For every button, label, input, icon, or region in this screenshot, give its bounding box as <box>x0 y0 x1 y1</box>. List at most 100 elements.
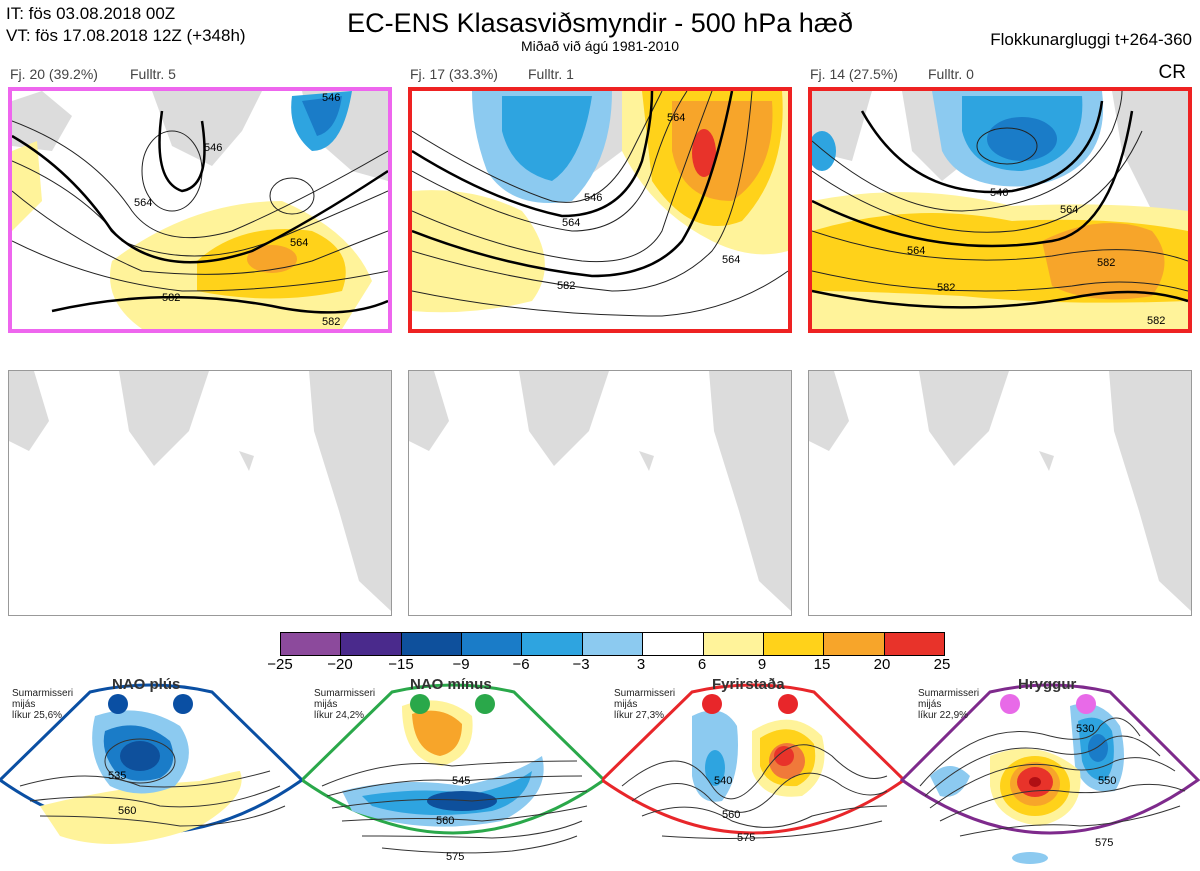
colorbar-tick: 15 <box>813 656 831 673</box>
cluster-map-2: 546 564 564 564 582 <box>408 87 792 333</box>
land <box>1112 91 1188 241</box>
contour-label: 560 <box>118 805 136 817</box>
land <box>12 91 72 151</box>
colorbar-tick: −15 <box>388 656 414 673</box>
contour-label: 546 <box>990 187 1008 199</box>
regime-blocking: 540 560 575 Fyrirstaða Sumarmisseri mijá… <box>602 676 904 871</box>
panel-3-count: Fj. 14 (27.5%) <box>810 66 898 82</box>
contour-label: 564 <box>562 217 580 229</box>
contour-label: 535 <box>108 770 126 782</box>
contour-label: 582 <box>322 316 340 328</box>
anomaly-negative <box>502 96 592 181</box>
contour-label: 545 <box>452 775 470 787</box>
regime-nao-plus: 535 560 NAO plús Sumarmisseri mijás líku… <box>0 676 302 871</box>
empty-map-1 <box>8 370 392 616</box>
colorbar-tick: −3 <box>572 656 590 673</box>
anomaly-positive <box>692 129 716 177</box>
land <box>409 371 449 451</box>
colorbar-swatch <box>703 633 764 655</box>
contour-label: 546 <box>322 92 340 104</box>
contour-label: 582 <box>1147 315 1165 327</box>
anomaly-positive <box>12 141 42 231</box>
contour-label: 582 <box>1097 257 1115 269</box>
land <box>1039 451 1054 471</box>
land <box>639 451 654 471</box>
contour-label: 575 <box>1095 837 1113 849</box>
panel-2-count: Fj. 17 (33.3%) <box>410 66 498 82</box>
panel-2-rep: Fulltr. 1 <box>528 66 574 82</box>
anomaly-positive <box>412 190 545 313</box>
empty-map-2 <box>408 370 792 616</box>
contour-label: 530 <box>1076 723 1094 735</box>
colorbar-swatch <box>341 633 402 655</box>
colorbar-swatch <box>884 633 944 655</box>
contour-label: 550 <box>1098 775 1116 787</box>
regime-name: Hryggur <box>1018 676 1077 693</box>
contour-label: 564 <box>134 197 152 209</box>
colorbar <box>280 632 945 656</box>
page-title: EC-ENS Klasasviðsmyndir - 500 hPa hæð <box>347 8 853 38</box>
cluster-map-1: 546 546 564 564 582 582 <box>8 87 392 333</box>
contour-label: 564 <box>1060 204 1078 216</box>
colorbar-swatch <box>824 633 885 655</box>
colorbar-swatch <box>643 633 704 655</box>
land <box>9 371 49 451</box>
contour-label: 582 <box>557 280 575 292</box>
anomaly-negative <box>302 96 342 136</box>
contour-label: 564 <box>667 112 685 124</box>
contour-label: 546 <box>584 192 602 204</box>
contour-label: 564 <box>907 245 925 257</box>
valid-time: VT: fös 17.08.2018 12Z (+348h) <box>6 26 246 45</box>
contour-label: 575 <box>446 851 464 863</box>
colorbar-tick: 3 <box>636 656 646 673</box>
colorbar-swatch <box>281 633 342 655</box>
anomaly-positive <box>247 245 297 273</box>
colorbar-swatch <box>582 633 644 655</box>
contour-label: 582 <box>937 282 955 294</box>
land <box>919 371 1009 466</box>
panel-1-count: Fj. 20 (39.2%) <box>10 66 98 82</box>
colorbar-swatch <box>763 633 825 655</box>
land <box>519 371 609 466</box>
panel-1-rep: Fulltr. 5 <box>130 66 176 82</box>
colorbar-swatch <box>462 633 523 655</box>
regime-info: Sumarmisseri mijás líkur 27,3% <box>614 688 676 721</box>
regime-name: Fyrirstaða <box>712 676 785 693</box>
contour-label: 560 <box>436 815 454 827</box>
page-subtitle: Miðað við ágú 1981-2010 <box>520 38 679 54</box>
regime-name: NAO plús <box>112 676 181 693</box>
cluster-map-3: 546 564 564 582 582 582 <box>808 87 1192 333</box>
colorbar-tick: −20 <box>327 656 353 673</box>
colorbar-tick: −6 <box>512 656 530 673</box>
contour-label: 546 <box>204 142 222 154</box>
land <box>1109 371 1191 611</box>
corner-label: CR <box>1158 62 1186 83</box>
contour-label: 564 <box>722 254 740 266</box>
colorbar-tick: 6 <box>697 656 707 673</box>
anomaly-positive <box>672 101 773 201</box>
contour-label: 582 <box>162 292 180 304</box>
contour-label: 564 <box>290 237 308 249</box>
regime-info: Sumarmisseri mijás líkur 24,2% <box>314 688 376 721</box>
contour-label: 575 <box>737 832 755 844</box>
panel-3-rep: Fulltr. 0 <box>928 66 974 82</box>
colorbar-swatch <box>522 633 583 655</box>
colorbar-swatch <box>401 633 463 655</box>
land <box>809 371 849 451</box>
land <box>152 91 262 166</box>
land <box>309 371 391 611</box>
colorbar-tick: 25 <box>933 656 951 673</box>
regime-info: Sumarmisseri mijás líkur 22,9% <box>918 688 980 721</box>
regime-name: NAO mínus <box>410 676 492 693</box>
empty-map-3 <box>808 370 1192 616</box>
contour-label: 540 <box>714 775 732 787</box>
land <box>239 451 254 471</box>
colorbar-tick: 9 <box>757 656 767 673</box>
regime-info: Sumarmisseri mijás líkur 25,6% <box>12 688 74 721</box>
anomaly-negative <box>987 117 1057 161</box>
colorbar-tick: −25 <box>267 656 293 673</box>
regime-ridge: 530 550 575 Hryggur Sumarmisseri mijás l… <box>900 676 1200 871</box>
anomaly-positive <box>1042 223 1165 300</box>
classification-window: Flokkunargluggi t+264-360 <box>990 30 1192 49</box>
contour-label: 560 <box>722 809 740 821</box>
